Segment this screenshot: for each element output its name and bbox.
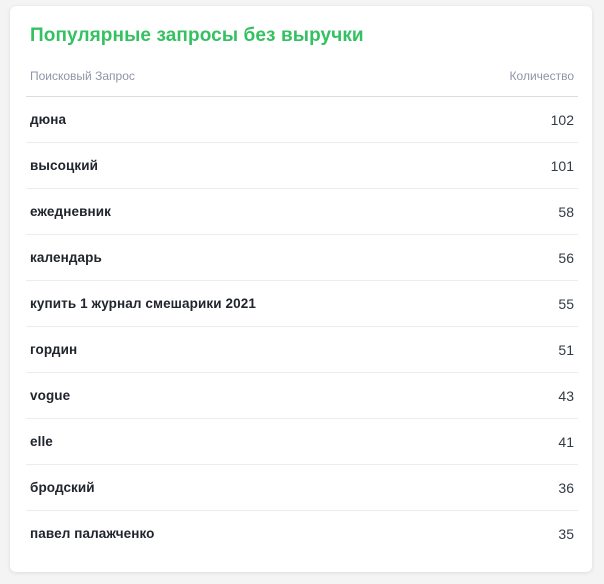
count-cell: 36 — [558, 479, 574, 496]
count-cell: 41 — [558, 433, 574, 450]
query-cell: купить 1 журнал смешарики 2021 — [30, 296, 256, 311]
count-cell: 102 — [550, 111, 574, 128]
table-row: купить 1 журнал смешарики 2021 55 — [26, 281, 578, 327]
table-row: elle 41 — [26, 419, 578, 465]
popular-queries-card: Популярные запросы без выручки Поисковый… — [10, 6, 592, 572]
count-cell: 58 — [558, 203, 574, 220]
query-cell: гордин — [30, 342, 78, 357]
count-cell: 55 — [558, 295, 574, 312]
table-row: ежедневник 58 — [26, 189, 578, 235]
queries-table: дюна 102 высоцкий 101 ежедневник 58 кале… — [26, 97, 578, 556]
table-row: календарь 56 — [26, 235, 578, 281]
table-row: высоцкий 101 — [26, 143, 578, 189]
count-cell: 101 — [550, 157, 574, 174]
table-row: бродский 36 — [26, 465, 578, 511]
count-cell: 51 — [558, 341, 574, 358]
query-cell: дюна — [30, 112, 67, 127]
column-header-query: Поисковый Запрос — [30, 69, 135, 83]
table-row: павел палажченко 35 — [26, 511, 578, 556]
table-row: vogue 43 — [26, 373, 578, 419]
table-row: гордин 51 — [26, 327, 578, 373]
column-header-count: Количество — [509, 69, 574, 83]
query-cell: бродский — [30, 480, 95, 495]
table-header-row: Поисковый Запрос Количество — [26, 69, 578, 97]
card-title: Популярные запросы без выручки — [30, 25, 364, 46]
query-cell: высоцкий — [30, 158, 99, 173]
query-cell: календарь — [30, 250, 102, 265]
query-cell: vogue — [30, 388, 71, 403]
count-cell: 35 — [558, 525, 574, 542]
query-cell: павел палажченко — [30, 526, 155, 541]
query-cell: elle — [30, 434, 53, 449]
query-cell: ежедневник — [30, 204, 111, 219]
table-row: дюна 102 — [26, 97, 578, 143]
count-cell: 56 — [558, 249, 574, 266]
count-cell: 43 — [558, 387, 574, 404]
